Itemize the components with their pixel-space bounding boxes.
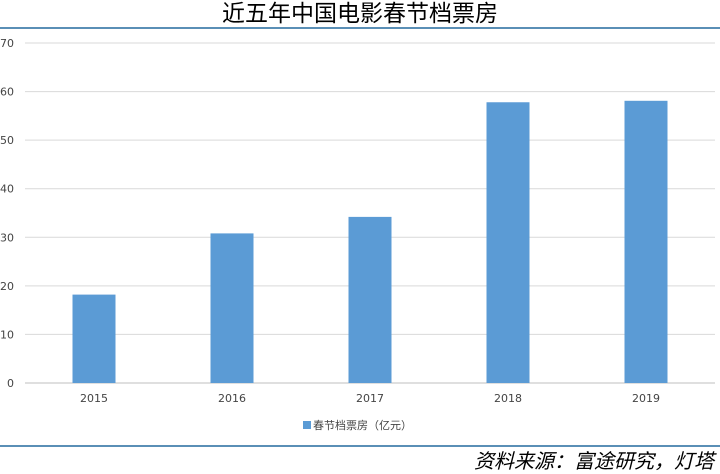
y-tick-label: 10 [0, 328, 14, 341]
bar-chart: 0 10 20 30 40 50 60 70 2015 2016 2017 2018 2019 春节档… [0, 37, 715, 432]
x-tick-label: 2019 [632, 392, 660, 405]
bar-2019 [624, 100, 668, 384]
legend-swatch [303, 421, 311, 429]
y-tick-label: 70 [0, 37, 14, 50]
gridlines [25, 42, 715, 384]
y-tick-label: 0 [7, 377, 14, 390]
x-tick-label: 2017 [356, 392, 384, 405]
x-tick-label: 2015 [80, 392, 108, 405]
title-rule [0, 27, 720, 29]
y-tick-label: 60 [0, 86, 14, 99]
y-tick-label: 30 [0, 231, 14, 244]
bar-2016 [210, 233, 254, 383]
footer-rule [0, 445, 720, 447]
bar-2017 [348, 216, 392, 383]
bar-2018 [486, 102, 530, 383]
y-tick-label: 40 [0, 183, 14, 196]
x-axis-ticks: 2015 2016 2017 2018 2019 [80, 392, 660, 405]
bar-2015 [72, 294, 116, 383]
y-tick-label: 20 [0, 280, 14, 293]
legend: 春节档票房（亿元） [303, 418, 412, 432]
bars [72, 100, 668, 384]
legend-label: 春节档票房（亿元） [313, 418, 412, 432]
y-axis-ticks: 0 10 20 30 40 50 60 70 [0, 37, 14, 390]
x-tick-label: 2016 [218, 392, 246, 405]
x-tick-label: 2018 [494, 392, 522, 405]
source-note: 资料来源：富途研究，灯塔 [474, 449, 714, 473]
y-tick-label: 50 [0, 134, 14, 147]
chart-title: 近五年中国电影春节档票房 [222, 1, 498, 27]
